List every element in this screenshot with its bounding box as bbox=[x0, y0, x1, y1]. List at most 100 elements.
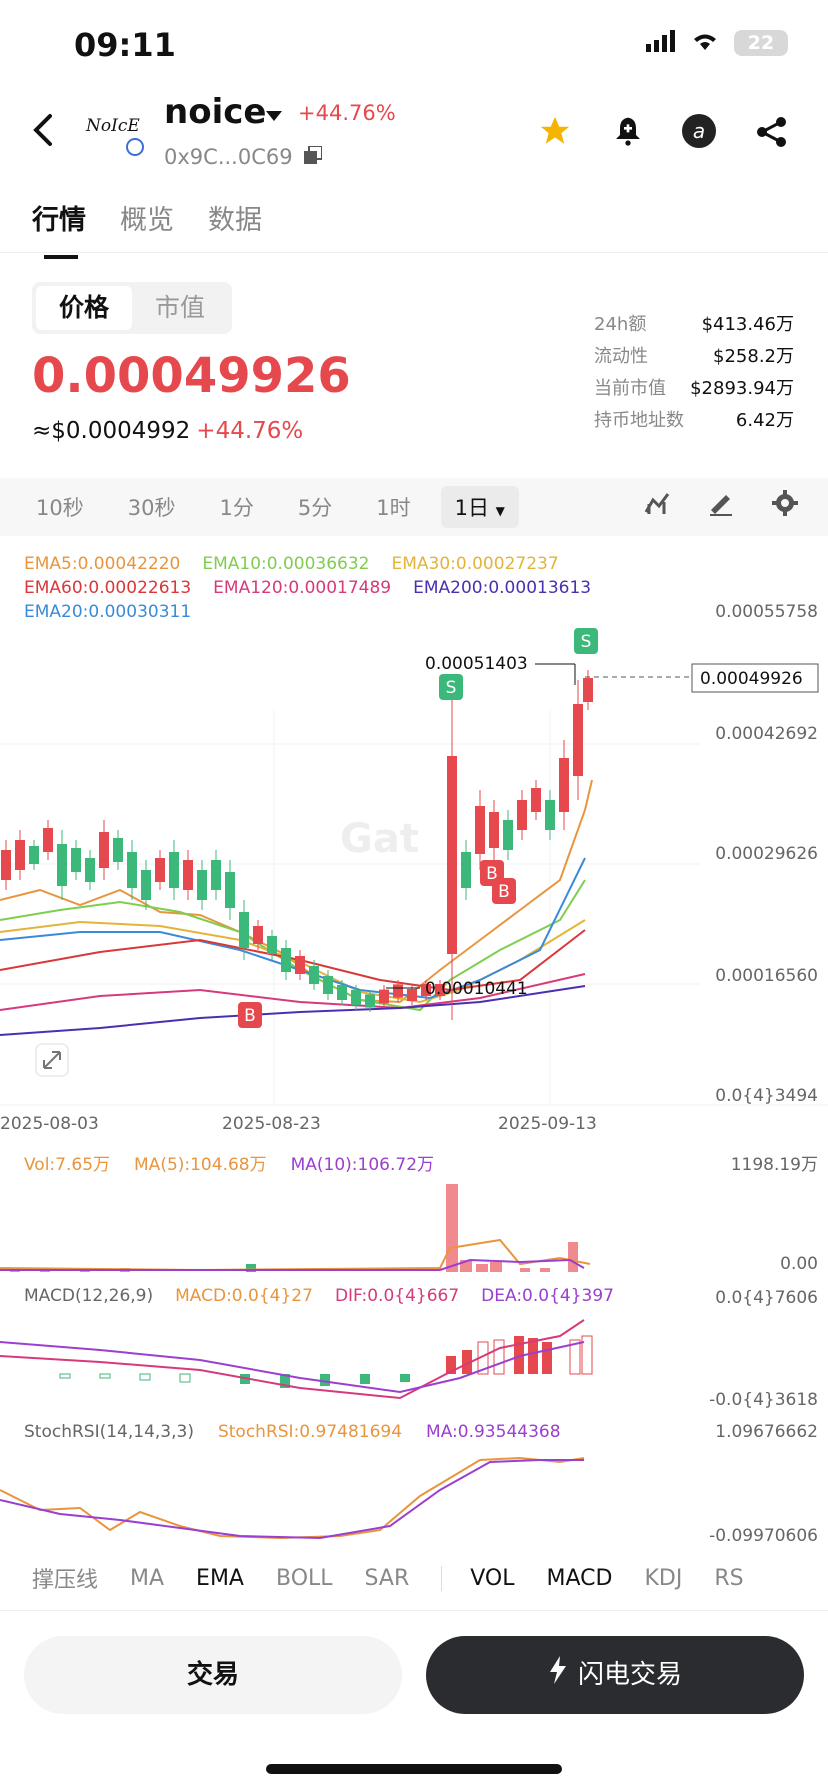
bell-plus-icon[interactable] bbox=[612, 114, 644, 152]
stoch-ma: MA:0.93544368 bbox=[426, 1422, 561, 1442]
vol-axis-max: 1198.19万 bbox=[730, 1155, 818, 1175]
chart-tools bbox=[644, 490, 798, 521]
price-mcap-toggle: 价格 市值 bbox=[32, 282, 232, 334]
timeframe-bar: 10秒 30秒 1分 5分 1时 1日 ▼ bbox=[0, 478, 828, 536]
stat-value: 6.42万 bbox=[735, 410, 794, 431]
chain-badge-icon bbox=[126, 138, 144, 156]
usd-price: ≈$0.0004992 bbox=[32, 418, 191, 444]
svg-text:B: B bbox=[498, 882, 510, 902]
settings-gear-icon[interactable] bbox=[772, 490, 798, 521]
svg-text:B: B bbox=[486, 864, 498, 884]
stochrsi-chart bbox=[0, 1456, 585, 1540]
tf-5m[interactable]: 5分 bbox=[297, 496, 333, 520]
candle-body bbox=[447, 756, 457, 954]
tf-1m[interactable]: 1分 bbox=[219, 496, 254, 520]
candle-body bbox=[15, 840, 25, 870]
draw-pen-icon[interactable] bbox=[708, 490, 734, 521]
date-label: 2025-09-13 bbox=[498, 1114, 597, 1134]
share-icon[interactable] bbox=[756, 116, 788, 152]
tab-support-resistance[interactable]: 撑压线 bbox=[32, 1568, 99, 1593]
candle-body bbox=[407, 989, 417, 1001]
stat-label: 当前市值 bbox=[594, 378, 666, 399]
seg-price[interactable]: 价格 bbox=[36, 286, 132, 330]
tab-data[interactable]: 数据 bbox=[208, 205, 262, 236]
stat-label: 流动性 bbox=[594, 346, 648, 367]
candle-body bbox=[169, 852, 179, 888]
tab-rsi[interactable]: RS bbox=[714, 1565, 744, 1591]
ema20-label: EMA20:0.00030311 bbox=[24, 602, 192, 622]
dea-value: DEA:0.0{4}397 bbox=[481, 1286, 614, 1306]
candle-body bbox=[435, 984, 445, 996]
expand-icon[interactable] bbox=[35, 1043, 69, 1077]
token-name[interactable]: noice bbox=[164, 92, 267, 132]
signal-icon bbox=[646, 30, 676, 56]
sell-marker: S bbox=[574, 628, 598, 654]
candle-body bbox=[183, 860, 193, 890]
bottom-divider bbox=[0, 1610, 828, 1611]
price-axis-label: 0.00016560 bbox=[715, 966, 818, 986]
candle-body bbox=[489, 812, 499, 848]
tab-overview[interactable]: 概览 bbox=[120, 205, 174, 236]
candle-body bbox=[43, 828, 53, 852]
usd-price-line: ≈$0.0004992 +44.76% bbox=[32, 418, 303, 444]
flash-trade-button[interactable]: 闪电交易 bbox=[426, 1636, 804, 1714]
tab-macd[interactable]: MACD bbox=[546, 1565, 613, 1591]
tab-sar[interactable]: SAR bbox=[364, 1565, 410, 1591]
star-icon[interactable] bbox=[538, 114, 572, 152]
status-time: 09:11 bbox=[74, 26, 176, 64]
candle-body bbox=[379, 989, 389, 1004]
candlestick-chart[interactable]: Gat 0.00051403 0.00010441 0.00049926 S S… bbox=[0, 540, 828, 1110]
candle-body bbox=[583, 678, 593, 702]
candle-body bbox=[517, 800, 527, 830]
tf-1d-selected[interactable]: 1日 ▼ bbox=[440, 486, 519, 528]
at-sign-icon[interactable]: a bbox=[682, 114, 716, 152]
candle-body bbox=[127, 852, 137, 888]
indicator-tabs: 撑压线 MA EMA BOLL SAR VOL MACD KDJ RS bbox=[0, 1548, 828, 1608]
tf-30s[interactable]: 30秒 bbox=[127, 496, 176, 520]
seg-mcap[interactable]: 市值 bbox=[154, 293, 205, 322]
lightning-icon bbox=[548, 1637, 568, 1715]
macd-chart bbox=[0, 1319, 593, 1400]
tab-market[interactable]: 行情 bbox=[32, 198, 86, 259]
indicator-icon[interactable] bbox=[644, 490, 670, 521]
price-axis-label: 0.00042692 bbox=[715, 724, 818, 744]
candle-body bbox=[461, 852, 471, 888]
stats-panel: 24h额 $413.46万 流动性 $258.2万 当前市值 $2893.94万 持币… bbox=[594, 310, 794, 438]
buy-marker: B bbox=[492, 878, 516, 904]
candle-body bbox=[559, 758, 569, 812]
copy-icon[interactable] bbox=[304, 145, 323, 168]
tab-boll[interactable]: BOLL bbox=[275, 1565, 333, 1591]
flash-trade-label: 闪电交易 bbox=[577, 1660, 682, 1690]
token-address: 0x9C...0C69 bbox=[164, 145, 293, 169]
current-price-tag: 0.00049926 bbox=[700, 669, 803, 689]
price-axis-label: 0.0{4}3494 bbox=[715, 1086, 818, 1106]
tf-10s[interactable]: 10秒 bbox=[36, 496, 84, 520]
back-icon[interactable] bbox=[32, 112, 56, 152]
tab-vol[interactable]: VOL bbox=[441, 1565, 515, 1591]
macd-axis-min: -0.0{4}3618 bbox=[709, 1390, 818, 1410]
chevron-down-icon[interactable] bbox=[266, 108, 282, 127]
tab-ema[interactable]: EMA bbox=[196, 1565, 244, 1591]
caret-down-icon: ▼ bbox=[495, 504, 505, 518]
tab-ma[interactable]: MA bbox=[130, 1565, 165, 1591]
ema30-label: EMA30:0.00027237 bbox=[391, 554, 559, 574]
stat-row: 流动性 $258.2万 bbox=[594, 342, 794, 374]
status-icons: 22 bbox=[646, 30, 788, 56]
candles bbox=[1, 670, 593, 1020]
trade-button[interactable]: 交易 bbox=[24, 1636, 402, 1714]
svg-text:a: a bbox=[693, 119, 705, 143]
price-axis-label: 0.00029626 bbox=[715, 844, 818, 864]
candle-body bbox=[211, 860, 221, 890]
tab-kdj[interactable]: KDJ bbox=[644, 1565, 683, 1591]
tf-selected-label: 1日 bbox=[454, 496, 489, 520]
home-indicator bbox=[266, 1764, 562, 1774]
date-label: 2025-08-23 bbox=[222, 1114, 321, 1134]
ema120-label: EMA120:0.00017489 bbox=[213, 578, 392, 598]
vol-axis-min: 0.00 bbox=[780, 1254, 818, 1274]
candle-body bbox=[503, 820, 513, 850]
candle-body bbox=[57, 844, 67, 886]
tf-1h[interactable]: 1时 bbox=[376, 496, 411, 520]
ema10-label: EMA10:0.00036632 bbox=[202, 554, 370, 574]
stat-value: $2893.94万 bbox=[690, 378, 794, 399]
candle-body bbox=[197, 870, 207, 900]
